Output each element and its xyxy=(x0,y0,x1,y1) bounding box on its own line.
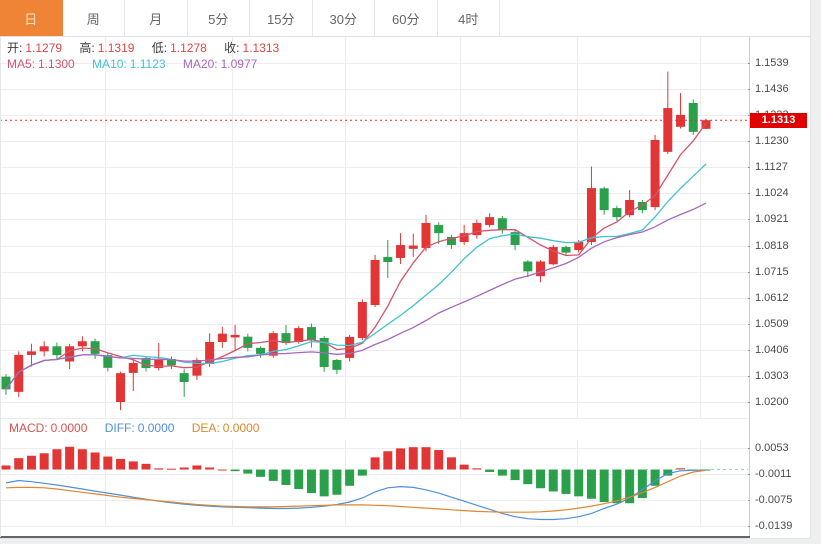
chart-panel: 日周月 5分 15分 30分 60分 4时 开: 1.1279 高: 1.1319 低: 1.1… xyxy=(0,0,811,539)
price-axis: 1.1313 1.15391.14361.13331.12301.11271.1… xyxy=(750,36,810,538)
close-label: 收: xyxy=(224,41,240,55)
high-value: 1.1319 xyxy=(97,41,135,55)
open-value: 1.1279 xyxy=(25,41,63,55)
price-axis-label: 1.0303 xyxy=(755,369,789,382)
ma-legend: MA5: 1.1300 MA10: 1.1123 MA20: 1.0977 xyxy=(7,57,260,71)
candlestick-series xyxy=(1,71,711,411)
price-axis-label: 1.1127 xyxy=(755,161,788,174)
macd-value: 0.0000 xyxy=(50,421,88,435)
price-macd-chart[interactable] xyxy=(0,0,750,538)
price-axis-label: 1.0406 xyxy=(755,343,789,356)
low-value: 1.1278 xyxy=(170,41,207,55)
tab-5min[interactable]: 5分 xyxy=(187,0,250,36)
tab-4hour[interactable]: 4时 xyxy=(437,0,500,36)
tab-15min[interactable]: 15分 xyxy=(250,0,313,36)
ma5-label: MA5: xyxy=(7,57,36,71)
ma20-label: MA20: xyxy=(182,57,218,71)
price-axis-label: 1.1436 xyxy=(755,83,789,96)
dea-value: 0.0000 xyxy=(222,421,260,435)
price-axis-label: 1.0509 xyxy=(755,317,789,330)
tab-week[interactable]: 周 xyxy=(62,0,125,36)
tab-60min[interactable]: 60分 xyxy=(375,0,438,36)
open-label: 开: xyxy=(7,41,23,55)
interval-tabbar: 日周月 5分 15分 30分 60分 4时 xyxy=(0,0,810,37)
low-label: 低: xyxy=(151,41,168,55)
price-axis-label: 1.1230 xyxy=(755,135,789,148)
price-axis-label: 1.0612 xyxy=(755,291,789,304)
price-axis-label: 1.0921 xyxy=(755,213,789,226)
tab-month[interactable]: 月 xyxy=(125,0,188,36)
ohlc-legend: 开: 1.1279 高: 1.1319 低: 1.1278 收: 1.1313 xyxy=(7,39,282,56)
diff-label: DIFF: xyxy=(104,421,135,435)
macd-axis-label: -0.0011 xyxy=(755,468,792,480)
ma10-label: MA10: xyxy=(92,57,127,71)
ma5-line xyxy=(5,122,707,390)
ma10-value: 1.1123 xyxy=(129,57,166,71)
macd-axis-label: 0.0053 xyxy=(755,442,789,454)
macd-axis-label: -0.0139 xyxy=(755,520,793,532)
tab-30min[interactable]: 30分 xyxy=(312,0,375,36)
ma20-value: 1.0977 xyxy=(220,57,258,71)
dea-line xyxy=(5,469,707,513)
macd-histogram xyxy=(1,446,711,504)
price-axis-label: 1.0818 xyxy=(755,239,789,252)
last-price-tag: 1.1313 xyxy=(750,112,807,128)
macd-label: MACD: xyxy=(9,421,48,435)
macd-axis-label: -0.0075 xyxy=(755,494,793,506)
price-axis-label: 1.0200 xyxy=(755,396,789,408)
tab-day[interactable]: 日 xyxy=(0,0,63,36)
price-axis-label: 1.0715 xyxy=(755,265,789,278)
price-axis-label: 1.1024 xyxy=(755,187,789,200)
ma20-line xyxy=(5,202,707,390)
price-axis-label: 1.1539 xyxy=(755,57,789,69)
close-value: 1.1313 xyxy=(242,41,280,55)
diff-value: 0.0000 xyxy=(137,421,175,435)
high-label: 高: xyxy=(79,41,95,55)
macd-legend: MACD: 0.0000 DIFF: 0.0000 DEA: 0.0000 xyxy=(9,421,262,435)
dea-label: DEA: xyxy=(191,421,220,435)
ma5-value: 1.1300 xyxy=(38,57,75,71)
diff-line xyxy=(5,469,706,521)
